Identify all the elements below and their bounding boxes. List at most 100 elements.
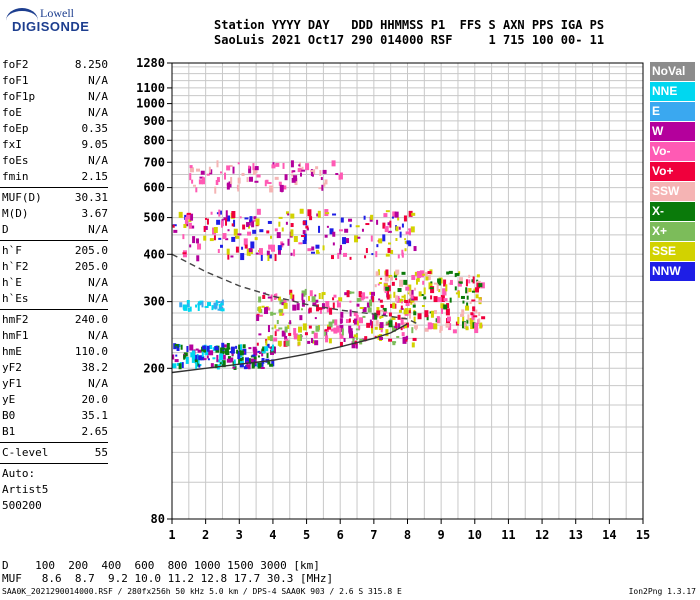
echo-point bbox=[265, 340, 268, 346]
echo-point bbox=[216, 359, 221, 363]
echo-point bbox=[437, 297, 442, 303]
echo-point bbox=[235, 246, 239, 253]
echo-point bbox=[463, 322, 466, 329]
echo-point bbox=[311, 330, 315, 334]
echo-point bbox=[385, 329, 389, 337]
echo-point bbox=[241, 356, 244, 361]
echo-point bbox=[271, 164, 276, 169]
echo-point bbox=[290, 292, 293, 299]
echo-point bbox=[241, 172, 245, 176]
echo-point bbox=[179, 302, 183, 308]
echo-point bbox=[388, 320, 393, 328]
echo-point bbox=[439, 329, 442, 333]
echo-point bbox=[233, 219, 236, 227]
echo-point bbox=[247, 364, 251, 370]
param-row: yF2 38.2 bbox=[0, 360, 112, 376]
param-value: 30.31 bbox=[74, 191, 108, 204]
echo-point bbox=[240, 253, 245, 261]
echo-point bbox=[406, 335, 409, 340]
echo-point bbox=[369, 291, 372, 295]
echo-point bbox=[260, 254, 263, 261]
echo-point bbox=[397, 217, 400, 221]
echo-point bbox=[271, 352, 275, 355]
echo-point bbox=[206, 218, 209, 225]
echo-point bbox=[266, 343, 270, 348]
trace-lines bbox=[171, 253, 418, 374]
echo-point bbox=[332, 242, 335, 246]
echo-point bbox=[195, 348, 199, 351]
echo-point bbox=[400, 307, 404, 310]
legend-entry-nne: NNE bbox=[650, 82, 695, 101]
echo-point bbox=[248, 225, 251, 229]
echo-point bbox=[439, 325, 443, 331]
echo-point bbox=[312, 302, 317, 306]
echo-point bbox=[398, 226, 401, 230]
echo-point bbox=[291, 298, 294, 301]
echo-point bbox=[388, 242, 392, 245]
echo-point bbox=[476, 274, 480, 278]
echo-point bbox=[468, 279, 471, 284]
echo-point bbox=[478, 283, 483, 288]
echo-point bbox=[266, 353, 269, 359]
echo-point bbox=[250, 358, 254, 363]
echo-point bbox=[242, 224, 246, 230]
echo-point bbox=[422, 280, 425, 285]
echo-point bbox=[416, 278, 419, 285]
echo-point bbox=[180, 344, 183, 350]
echo-point bbox=[258, 248, 263, 256]
echo-point bbox=[231, 352, 234, 356]
echo-point bbox=[284, 335, 288, 340]
echo-point bbox=[235, 235, 240, 239]
echo-point bbox=[248, 176, 253, 182]
echo-point bbox=[478, 299, 482, 303]
echo-point bbox=[316, 304, 320, 312]
echo-point bbox=[296, 303, 300, 311]
echo-point bbox=[369, 299, 373, 307]
echo-point bbox=[415, 326, 418, 331]
echo-point bbox=[239, 363, 244, 368]
echo-point bbox=[343, 337, 346, 342]
echo-point bbox=[281, 227, 284, 232]
echo-point bbox=[472, 306, 476, 312]
echo-point bbox=[207, 302, 212, 307]
echo-point bbox=[397, 323, 401, 329]
echo-point bbox=[316, 213, 319, 217]
echo-point bbox=[176, 362, 180, 366]
logo-line2: DIGISONDE bbox=[12, 19, 90, 34]
echo-point bbox=[324, 329, 328, 332]
echo-point bbox=[241, 246, 244, 250]
echo-point bbox=[232, 366, 236, 369]
echo-point bbox=[287, 213, 290, 216]
echo-point bbox=[321, 293, 324, 300]
param-value: N/A bbox=[88, 329, 108, 342]
echo-point bbox=[214, 347, 219, 351]
echo-point bbox=[268, 307, 271, 311]
param-name: foEs bbox=[2, 154, 29, 167]
echo-point bbox=[242, 344, 246, 349]
x-tick-label: 5 bbox=[303, 528, 310, 542]
echo-point bbox=[338, 297, 343, 302]
echo-point bbox=[200, 170, 205, 175]
param-name: MUF(D) bbox=[2, 191, 42, 204]
echo-point bbox=[267, 220, 272, 224]
param-row: foF1 N/A bbox=[0, 73, 112, 89]
echo-point bbox=[318, 292, 321, 299]
echo-point bbox=[222, 350, 225, 354]
echo-point bbox=[199, 363, 202, 366]
echo-point bbox=[364, 255, 367, 259]
y-tick-label: 800 bbox=[143, 133, 165, 147]
echo-point bbox=[172, 224, 177, 227]
echo-point bbox=[275, 162, 280, 167]
param-row: D N/A bbox=[0, 222, 112, 238]
echo-point bbox=[194, 359, 198, 364]
echo-point bbox=[239, 355, 243, 358]
y-tick-label: 1280 bbox=[136, 56, 165, 70]
param-value: 38.2 bbox=[81, 361, 109, 374]
echo-point bbox=[222, 233, 227, 240]
echo-point bbox=[252, 229, 257, 234]
legend-entry-e: E bbox=[650, 102, 695, 121]
echo-point bbox=[443, 298, 448, 302]
echo-point bbox=[254, 180, 259, 183]
echo-point bbox=[307, 340, 311, 344]
echo-point bbox=[394, 295, 398, 302]
